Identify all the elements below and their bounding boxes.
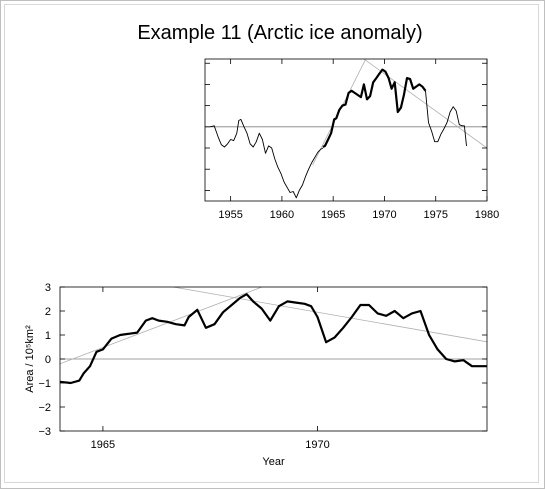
bottom-trend-line-0 — [60, 287, 264, 365]
bottom-series-0 — [60, 293, 487, 385]
bottom-y-axis-label: Area / 10⁵km² — [24, 325, 36, 393]
figure-title: Example 11 (Arctic ice anomaly) — [137, 22, 423, 44]
top-series-2 — [425, 90, 467, 146]
bottom-trend-line-1 — [170, 287, 487, 343]
bottom-y-tick-label: −1 — [38, 378, 51, 390]
top-x-tick-label: 1955 — [218, 209, 242, 221]
top-chart: 1955 1960 1965 1970 1975 1980 — [204, 58, 499, 221]
bottom-x-axis-label: Year — [262, 456, 285, 468]
top-x-tick-label: 1970 — [372, 209, 396, 221]
top-axes-frame — [204, 58, 488, 202]
top-trend-line-0 — [312, 59, 367, 166]
top-series-1 — [322, 68, 427, 148]
top-x-tick-label: 1965 — [321, 209, 345, 221]
top-trend-line-1 — [363, 59, 487, 149]
top-series-0 — [209, 118, 324, 199]
bottom-y-tick-label: 1 — [45, 330, 51, 342]
bottom-x-tick-label: 1965 — [91, 439, 115, 451]
bottom-y-tick-label: 3 — [45, 282, 51, 294]
bottom-y-tick-label: −2 — [38, 402, 51, 414]
top-x-tick-label: 1960 — [270, 209, 294, 221]
top-x-tick-label: 1975 — [423, 209, 447, 221]
bottom-y-tick-label: 0 — [45, 354, 51, 366]
bottom-y-tick-label: 2 — [45, 306, 51, 318]
figure-inner-frame — [4, 4, 539, 483]
bottom-plot-area — [60, 287, 487, 385]
bottom-x-tick-label: 1970 — [305, 439, 329, 451]
top-x-tick-label: 1980 — [475, 209, 499, 221]
bottom-y-tick-label: −3 — [38, 426, 51, 438]
bottom-chart: 1965 1970 3 2 1 0 −1 −2 −3 Year Area / 10⁵km² — [24, 282, 488, 468]
top-plot-area — [209, 59, 487, 199]
